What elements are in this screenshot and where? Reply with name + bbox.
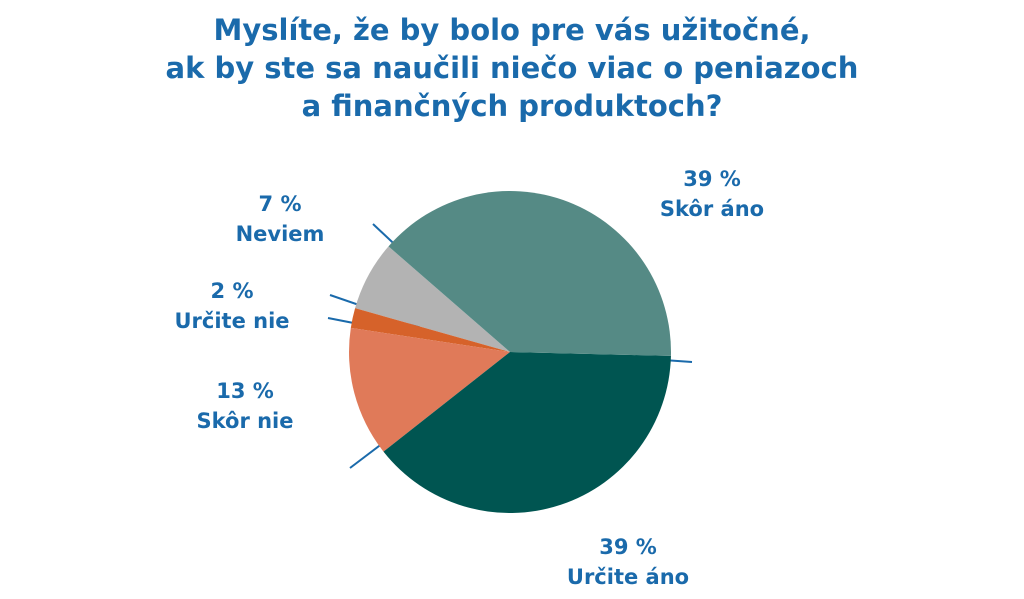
value-label: 39 % (599, 535, 657, 559)
category-label: Skôr áno (660, 197, 764, 221)
chart-title: Myslíte, že by bolo pre vás užitočné, (213, 13, 810, 47)
category-label: Skôr nie (196, 409, 293, 433)
chart-title: ak by ste sa naučili niečo viac o peniaz… (166, 51, 859, 85)
value-label: 39 % (683, 167, 741, 191)
pie-slice (355, 246, 510, 352)
value-label: 2 % (211, 279, 254, 303)
category-label: Neviem (236, 222, 325, 246)
value-label: 13 % (216, 379, 274, 403)
chart-title: a finančných produktoch? (302, 89, 723, 123)
pie-slice (388, 190, 672, 356)
pie-slice (383, 352, 671, 514)
category-label: Určite nie (174, 309, 289, 333)
pie-slice (348, 327, 510, 452)
category-label: Určite áno (567, 565, 689, 589)
value-label: 7 % (259, 192, 302, 216)
pie-slice (350, 308, 510, 352)
